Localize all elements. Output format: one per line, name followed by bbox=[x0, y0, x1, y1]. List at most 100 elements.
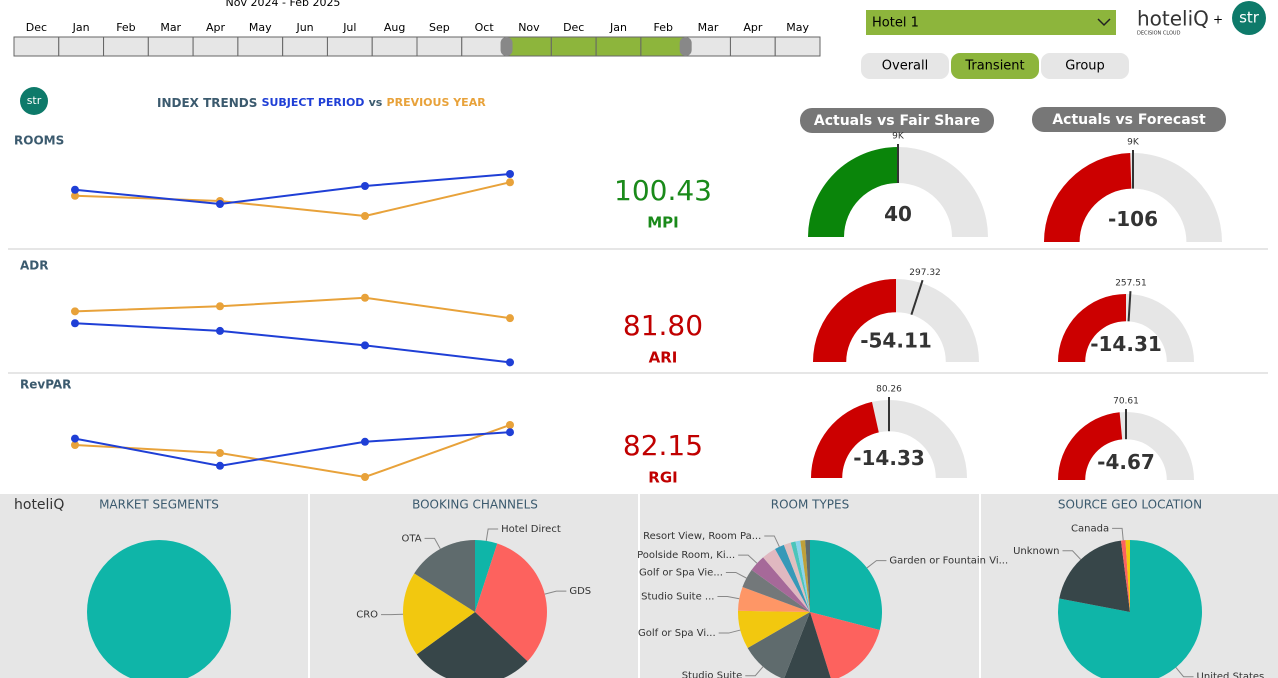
slice-label: GDS bbox=[569, 586, 591, 597]
gauge-header: Actuals vs Forecast bbox=[1052, 112, 1206, 128]
month-cell[interactable] bbox=[461, 36, 508, 57]
month-label: Feb bbox=[116, 21, 135, 34]
subject: SUBJECT PERIOD bbox=[262, 96, 365, 109]
month-label: Jan bbox=[609, 21, 627, 34]
pie-slice bbox=[475, 540, 498, 612]
month-cell[interactable] bbox=[326, 36, 373, 57]
month-label: Feb bbox=[654, 21, 673, 34]
month-cell[interactable] bbox=[13, 36, 60, 57]
pie-slice bbox=[751, 557, 810, 612]
slice-label: Canada bbox=[1071, 523, 1109, 534]
trend-point bbox=[216, 302, 224, 311]
slice-label: Studio Suite ... bbox=[641, 591, 714, 602]
gauge-fill bbox=[813, 279, 896, 362]
range-handle[interactable] bbox=[679, 37, 692, 56]
month-cell[interactable] bbox=[147, 36, 194, 57]
leader-line bbox=[745, 666, 764, 677]
month-label: Apr bbox=[743, 21, 763, 34]
month-label: Aug bbox=[384, 21, 405, 34]
trend-point bbox=[216, 200, 224, 208]
range-handle[interactable] bbox=[500, 37, 513, 56]
trend-point bbox=[216, 449, 224, 457]
month-cell[interactable] bbox=[416, 36, 463, 57]
month-cell[interactable] bbox=[595, 36, 642, 57]
trend-line bbox=[74, 181, 511, 218]
slice-label: United States bbox=[1197, 672, 1265, 678]
gauge-target-label: 297.32 bbox=[909, 268, 941, 278]
month-cell[interactable] bbox=[58, 36, 105, 57]
month-label: May bbox=[249, 21, 272, 34]
slice-label: CRO bbox=[356, 610, 378, 621]
gauge-value: -14.31 bbox=[1090, 332, 1162, 356]
leader-line bbox=[738, 554, 758, 564]
month-cell[interactable] bbox=[103, 36, 149, 57]
month-label: May bbox=[786, 21, 809, 34]
month-label: Jan bbox=[72, 21, 90, 34]
month-label: Nov bbox=[518, 21, 540, 34]
leader-line bbox=[718, 629, 741, 634]
month-cell[interactable] bbox=[237, 36, 284, 57]
index-logo: str bbox=[27, 94, 42, 107]
month-cell[interactable] bbox=[550, 36, 597, 57]
gauge-target-label: 257.51 bbox=[1115, 279, 1147, 289]
trend-point bbox=[361, 341, 369, 350]
trend-point bbox=[361, 182, 369, 190]
brand-name: hoteliQ bbox=[1137, 7, 1209, 31]
trend-point bbox=[506, 428, 514, 437]
leader-line bbox=[764, 535, 780, 548]
tab-label: Overall bbox=[882, 59, 928, 74]
hotel-select[interactable] bbox=[866, 10, 1116, 35]
month-label: Dec bbox=[26, 21, 47, 34]
trend-point bbox=[216, 461, 224, 470]
panel-title: MARKET SEGMENTS bbox=[99, 498, 219, 512]
pie-slice bbox=[810, 612, 880, 678]
tab-label: Group bbox=[1065, 59, 1105, 74]
month-cell[interactable] bbox=[282, 36, 328, 57]
pie-slice bbox=[742, 569, 810, 612]
month-cell[interactable] bbox=[506, 36, 552, 57]
month-cell[interactable] bbox=[729, 36, 776, 57]
trend-line bbox=[74, 173, 511, 206]
pie-slice bbox=[805, 540, 810, 612]
trend-point bbox=[71, 434, 79, 443]
trend-point bbox=[361, 437, 369, 446]
gauge-target-label: 9K bbox=[1127, 138, 1140, 148]
trend-point bbox=[71, 441, 79, 449]
trend-point bbox=[71, 191, 79, 200]
pie-slice bbox=[747, 612, 810, 678]
hotel-select-text: Hotel 1 bbox=[872, 16, 919, 31]
month-cell[interactable] bbox=[685, 36, 731, 57]
index-name: MPI bbox=[647, 214, 679, 232]
gauge-fill bbox=[1044, 153, 1132, 242]
trend-line bbox=[74, 431, 511, 467]
leader-line bbox=[1175, 667, 1194, 678]
pie-slice bbox=[1058, 540, 1203, 678]
row-label: RevPAR bbox=[20, 378, 71, 392]
pie-slice bbox=[1059, 540, 1130, 612]
pie-slice bbox=[87, 540, 231, 678]
partner-name: str bbox=[1239, 9, 1260, 27]
month-cell[interactable] bbox=[640, 36, 687, 57]
dropdown-arrow bbox=[1097, 18, 1111, 27]
month-cell[interactable] bbox=[371, 36, 418, 57]
pie-slice bbox=[763, 549, 810, 612]
slice-label: Hotel Direct bbox=[501, 524, 561, 535]
row-label: ADR bbox=[20, 259, 49, 273]
month-label: Mar bbox=[160, 21, 181, 34]
trend-point bbox=[71, 307, 79, 316]
panel-title: ROOM TYPES bbox=[771, 498, 850, 512]
tab[interactable] bbox=[1039, 51, 1131, 81]
pie-slice bbox=[790, 541, 810, 612]
gauge-target-label: 80.26 bbox=[876, 385, 902, 395]
index-title: INDEX TRENDS SUBJECT PERIOD vs PREVIOUS … bbox=[157, 96, 486, 110]
brand-plus: + bbox=[1213, 13, 1223, 27]
month-cell[interactable] bbox=[192, 36, 239, 57]
month-label: Jul bbox=[342, 21, 356, 34]
gauge-fill bbox=[1058, 412, 1123, 480]
month-cell[interactable] bbox=[774, 36, 821, 57]
month-label: Oct bbox=[475, 21, 495, 34]
month-label: Dec bbox=[563, 21, 584, 34]
title: INDEX TRENDS bbox=[157, 96, 257, 110]
slice-label: Garden or Fountain Vi... bbox=[889, 556, 1008, 567]
month-label: Apr bbox=[206, 21, 226, 34]
